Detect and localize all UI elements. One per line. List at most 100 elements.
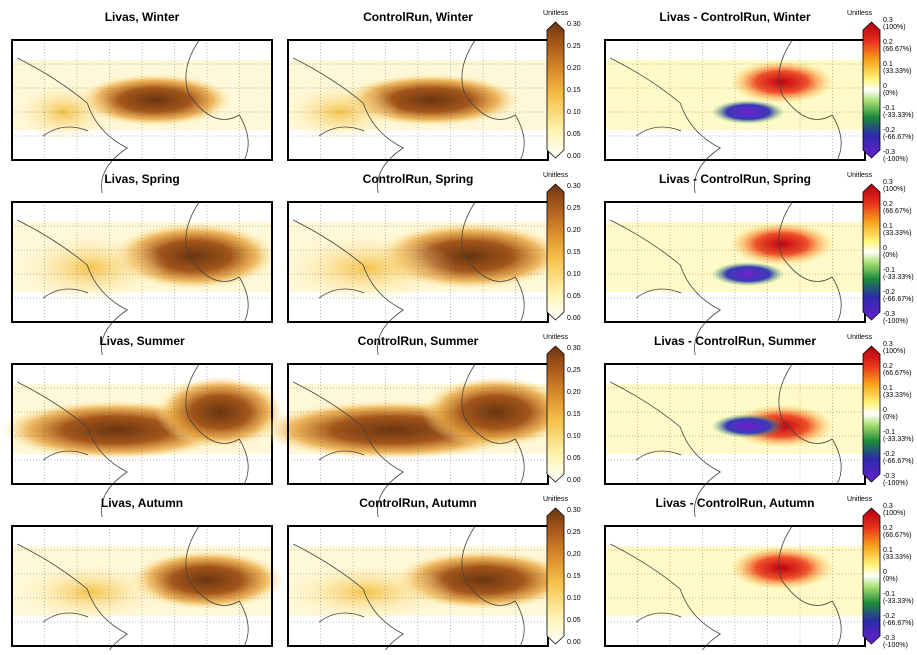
colorbar-tick-label: 0.15 [567,249,581,256]
colorbar-tick-label: -0.1 [883,429,895,436]
colorbar-tick-percent: (66.67%) [883,370,911,377]
colorbar-tick-label: 0.25 [567,205,581,212]
panel-title: Livas, Winter [105,10,180,24]
map-panel [11,39,273,194]
colorbar-tick-percent: (33.33%) [883,554,911,561]
colorbar-title: Unitless [847,10,872,17]
colorbar-tick-label: 0.3 [883,17,893,24]
colorbar-tick-percent: (33.33%) [883,68,911,75]
coastline [17,201,249,356]
dust-field [12,232,168,304]
colorbar [862,183,881,321]
colorbar-tick-label: 0.20 [567,65,581,72]
colorbar-tick-label: 0.10 [567,109,581,116]
colorbar-tick-label: 0.10 [567,433,581,440]
colorbar-tick-label: 0 [883,245,887,252]
colorbar-tick-percent: (0%) [883,576,898,583]
panel-title: ControlRun, Winter [363,10,473,24]
colorbar-tick-percent: (-100%) [883,642,908,649]
panel-title: Livas - ControlRun, Autumn [656,496,815,510]
diff-negative [711,414,785,438]
colorbar-tick-percent: (-100%) [883,156,908,163]
dust-field [12,562,168,622]
colorbar-tick-percent: (66.67%) [883,208,911,215]
colorbar [862,345,881,483]
colorbar-tick-percent: (0%) [883,252,898,259]
colorbar-title: Unitless [543,172,568,179]
map-panel [276,525,573,655]
colorbar-tick-label: 0.00 [567,315,581,322]
colorbar-tick-label: 0.15 [567,411,581,418]
colorbar-tick-percent: (-66.67%) [883,620,914,627]
colorbar-title: Unitless [847,334,872,341]
colorbar-tick-label: 0.00 [567,639,581,646]
colorbar-tick-percent: (-33.33%) [883,112,914,119]
colorbar-tick-label: 0.1 [883,61,893,68]
colorbar-tick-percent: (33.33%) [883,230,911,237]
map-frame [11,525,273,647]
map-panel [604,201,866,356]
colorbar-tick-label: 0.05 [567,617,581,624]
colorbar-tick-label: 0.30 [567,21,581,28]
dust-field [276,232,456,304]
coastline [293,39,525,194]
colorbar-tick-percent: (-100%) [883,318,908,325]
colorbar-title: Unitless [847,496,872,503]
colorbar [546,21,565,159]
panel-title: ControlRun, Autumn [359,496,477,510]
colorbar-tick-label: -0.3 [883,473,895,480]
colorbar-title: Unitless [847,172,872,179]
colorbar-tick-label: 0.25 [567,43,581,50]
colorbar-tick-label: -0.2 [883,451,895,458]
diff-positive [729,546,834,590]
coastline [17,39,249,194]
map-panel [604,39,866,194]
colorbar [546,345,565,483]
colorbar-tick-percent: (66.67%) [883,532,911,539]
colorbar-tick-percent: (100%) [883,510,906,517]
colorbar-tick-label: -0.3 [883,149,895,156]
colorbar-tick-label: 0.1 [883,223,893,230]
colorbar-tick-label: 0.20 [567,551,581,558]
colorbar-tick-label: -0.1 [883,105,895,112]
colorbar-tick-label: 0.15 [567,573,581,580]
diff-negative [711,100,785,124]
map-panel [11,201,278,356]
colorbar-tick-percent: (-100%) [883,480,908,487]
colorbar-tick-label: 0.1 [883,385,893,392]
colorbar-tick-label: 0.2 [883,39,893,46]
coastline [293,363,525,518]
colorbar-tick-label: -0.3 [883,311,895,318]
colorbar-title: Unitless [543,334,568,341]
colorbar-tick-label: 0.30 [567,183,581,190]
colorbar-tick-label: -0.3 [883,635,895,642]
colorbar-tick-label: 0.20 [567,389,581,396]
colorbar-tick-percent: (-33.33%) [883,274,914,281]
diff-positive [729,60,834,104]
colorbar-tick-percent: (0%) [883,90,898,97]
colorbar-tick-label: 0.25 [567,367,581,374]
map-panel [276,201,566,356]
colorbar-tick-label: 0 [883,83,887,90]
colorbar-tick-label: 0.15 [567,87,581,94]
colorbar-tick-percent: (-66.67%) [883,296,914,303]
colorbar-tick-label: 0.30 [567,507,581,514]
colorbar [862,21,881,159]
colorbar-tick-label: 0.05 [567,293,581,300]
colorbar-title: Unitless [543,496,568,503]
colorbar-tick-label: -0.2 [883,127,895,134]
colorbar-tick-label: 0.05 [567,455,581,462]
coastline [610,39,842,194]
panel-title: ControlRun, Summer [358,334,479,348]
colorbar-tick-label: -0.2 [883,613,895,620]
colorbar-tick-label: 0.2 [883,363,893,370]
colorbar [546,183,565,321]
colorbar-tick-label: 0.00 [567,153,581,160]
dust-field [276,562,456,622]
colorbar-tick-percent: (-66.67%) [883,134,914,141]
colorbar-tick-percent: (-33.33%) [883,436,914,443]
panel-title: Livas - ControlRun, Summer [654,334,816,348]
colorbar [546,507,565,645]
colorbar-tick-label: 0.20 [567,227,581,234]
